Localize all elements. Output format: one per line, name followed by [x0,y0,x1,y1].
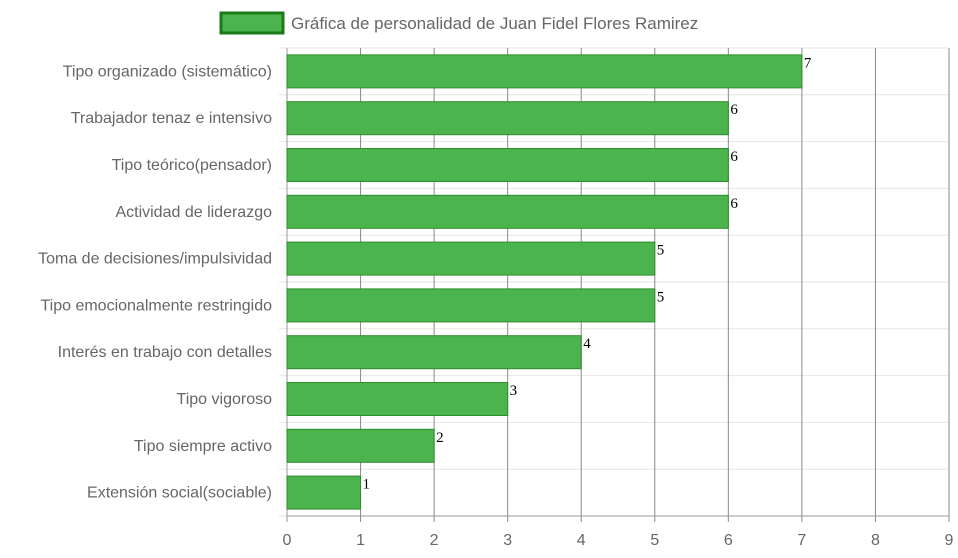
data-label: 3 [510,383,517,399]
x-tick-label: 1 [356,532,365,549]
data-label: 6 [730,149,738,165]
x-tick-label: 4 [577,532,586,549]
x-tick-label: 7 [797,532,806,549]
x-tick-label: 6 [724,532,733,549]
category-label: Tipo siempre activo [134,438,272,455]
category-label: Tipo vigoroso [177,391,273,408]
x-tick-label: 9 [945,532,954,549]
data-label: 4 [583,336,591,352]
data-labels: 7 6 6 6 5 5 4 3 2 1 [363,55,812,492]
bars [286,54,803,510]
category-label: Toma de decisiones/impulsividad [38,251,272,268]
bar[interactable] [286,241,656,276]
data-label: 1 [363,477,371,493]
bar[interactable] [286,194,729,229]
data-label: 5 [657,243,665,259]
data-label: 6 [730,196,738,212]
bar[interactable] [286,335,582,370]
category-label: Interés en trabajo con detalles [58,344,272,361]
category-label: Tipo organizado (sistemático) [63,63,272,80]
data-label: 6 [730,102,738,118]
x-tick-label: 3 [503,532,512,549]
category-label: Trabajador tenaz e intensivo [71,110,272,127]
bar[interactable] [286,148,729,182]
category-labels: Tipo organizado (sistemático) Trabajador … [38,63,272,501]
x-tick-label: 2 [430,532,439,549]
data-label: 5 [657,289,665,305]
bar[interactable] [286,382,509,416]
category-label: Tipo emocionalmente restringido [40,297,272,314]
legend-label: Gráfica de personalidad de Juan Fidel Fl… [291,14,698,33]
category-label: Actividad de liderazgo [115,204,272,221]
legend-swatch [219,11,285,35]
bar[interactable] [286,475,362,510]
bar[interactable] [286,428,435,463]
bar[interactable] [286,288,656,323]
category-label: Tipo teórico(pensador) [112,157,272,174]
x-tick-labels: 0 1 2 3 4 5 6 7 8 9 [283,532,954,549]
x-tick-label: 0 [283,532,292,549]
x-tick-label: 5 [650,532,659,549]
legend[interactable]: Gráfica de personalidad de Juan Fidel Fl… [219,11,698,35]
x-tick-label: 8 [871,532,880,549]
bar[interactable] [286,101,729,136]
data-label: 7 [804,55,812,71]
data-label: 2 [436,430,444,446]
category-label: Extensión social(sociable) [87,485,272,502]
bar[interactable] [286,54,803,89]
